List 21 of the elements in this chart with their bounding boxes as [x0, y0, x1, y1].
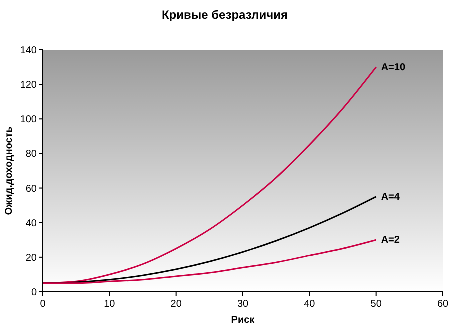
- y-tick-label: 140: [20, 46, 38, 56]
- x-tick-label: 20: [170, 299, 182, 310]
- y-tick-label: 0: [31, 288, 38, 298]
- y-tick-label: 120: [20, 80, 38, 92]
- y-tick-label: 40: [26, 218, 38, 230]
- series-label: A=2: [381, 235, 400, 246]
- series-label: A=4: [381, 192, 400, 203]
- x-tick-label: 40: [304, 299, 316, 310]
- x-tick-label: 50: [370, 299, 382, 310]
- series-label: A=10: [381, 62, 406, 74]
- chart-title: Кривые безразличия: [162, 8, 288, 22]
- x-tick-label: 30: [237, 299, 249, 310]
- y-tick-label: 60: [26, 184, 38, 195]
- y-tick-label: 80: [26, 149, 38, 160]
- x-tick-label: 0: [40, 299, 46, 310]
- x-tick-label: 10: [104, 299, 116, 310]
- x-axis-title: Риск: [231, 315, 256, 326]
- y-tick-label: 100: [20, 114, 38, 126]
- y-axis-title: Ожид.доходность: [4, 126, 15, 216]
- y-tick-label: 20: [26, 252, 38, 264]
- x-tick-label: 60: [437, 299, 449, 310]
